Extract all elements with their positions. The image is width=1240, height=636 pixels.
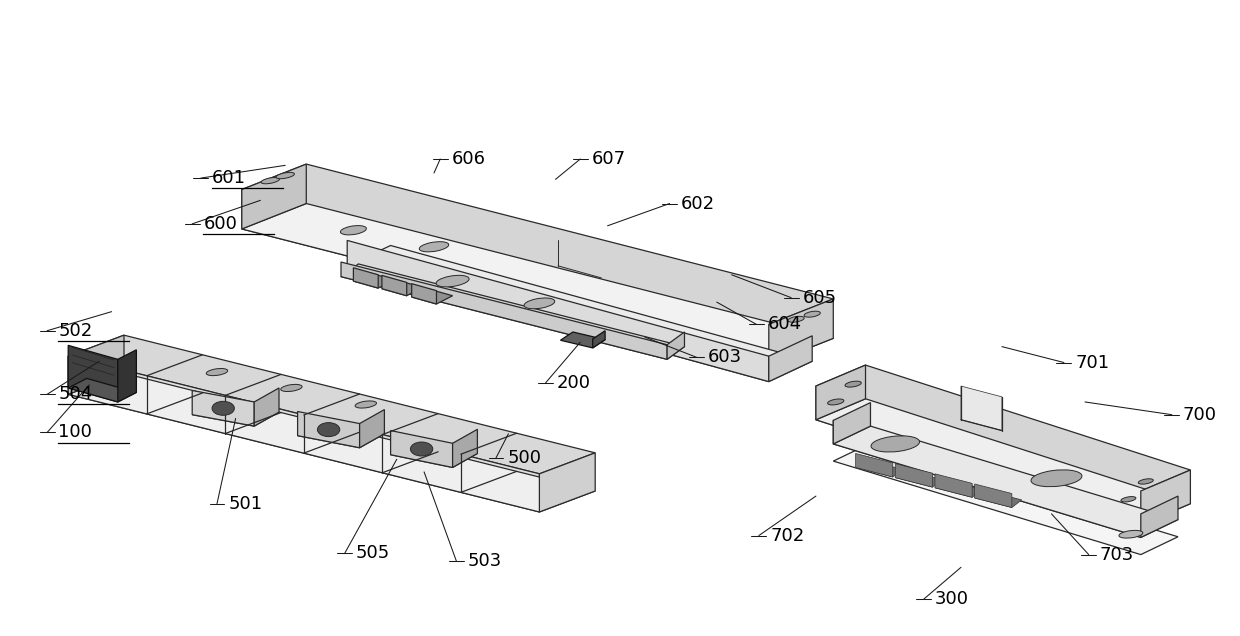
Polygon shape: [68, 356, 539, 512]
Text: 501: 501: [228, 495, 263, 513]
Polygon shape: [391, 431, 453, 467]
Polygon shape: [975, 490, 1022, 508]
Ellipse shape: [804, 311, 821, 317]
Polygon shape: [192, 391, 254, 426]
Polygon shape: [833, 426, 1178, 537]
Polygon shape: [68, 335, 124, 394]
Polygon shape: [391, 441, 477, 467]
Polygon shape: [833, 443, 1178, 555]
Text: 503: 503: [467, 552, 502, 570]
Polygon shape: [68, 345, 118, 402]
Polygon shape: [667, 332, 684, 359]
Polygon shape: [382, 280, 423, 296]
Polygon shape: [68, 335, 595, 474]
Ellipse shape: [419, 242, 449, 252]
Ellipse shape: [355, 401, 377, 408]
Polygon shape: [769, 299, 833, 364]
Text: 700: 700: [1183, 406, 1216, 424]
Ellipse shape: [277, 172, 294, 179]
Polygon shape: [353, 273, 394, 288]
Polygon shape: [341, 264, 684, 359]
Polygon shape: [961, 386, 1002, 431]
Polygon shape: [242, 204, 833, 364]
Polygon shape: [935, 474, 972, 497]
Polygon shape: [856, 460, 903, 477]
Ellipse shape: [436, 275, 469, 287]
Text: 603: 603: [708, 349, 743, 366]
Polygon shape: [1141, 470, 1190, 525]
Text: 504: 504: [58, 385, 93, 403]
Polygon shape: [254, 388, 279, 426]
Polygon shape: [360, 410, 384, 448]
Polygon shape: [382, 275, 407, 296]
Polygon shape: [895, 470, 942, 487]
Polygon shape: [935, 480, 982, 497]
Polygon shape: [242, 164, 833, 324]
Polygon shape: [192, 401, 279, 426]
Polygon shape: [353, 268, 378, 288]
Polygon shape: [341, 262, 667, 359]
Polygon shape: [242, 164, 306, 229]
Polygon shape: [833, 403, 870, 444]
Ellipse shape: [1030, 470, 1083, 487]
Polygon shape: [298, 411, 360, 448]
Ellipse shape: [525, 298, 554, 308]
Ellipse shape: [787, 316, 805, 322]
Polygon shape: [412, 289, 453, 304]
Text: 502: 502: [58, 322, 93, 340]
Polygon shape: [895, 464, 932, 487]
Text: 607: 607: [591, 150, 626, 168]
Polygon shape: [816, 365, 866, 420]
Polygon shape: [298, 422, 384, 448]
Ellipse shape: [1138, 479, 1153, 484]
Text: 702: 702: [770, 527, 805, 544]
Polygon shape: [975, 484, 1012, 508]
Ellipse shape: [410, 442, 433, 456]
Polygon shape: [856, 453, 893, 477]
Text: 300: 300: [935, 590, 968, 608]
Polygon shape: [593, 331, 605, 348]
Text: 602: 602: [681, 195, 715, 212]
Text: 604: 604: [768, 315, 802, 333]
Polygon shape: [68, 373, 595, 512]
Ellipse shape: [827, 399, 844, 405]
Text: 606: 606: [451, 150, 485, 168]
Polygon shape: [833, 420, 1141, 537]
Ellipse shape: [844, 381, 862, 387]
Polygon shape: [118, 350, 136, 402]
Polygon shape: [816, 386, 1141, 525]
Polygon shape: [560, 332, 605, 348]
Text: 601: 601: [212, 169, 246, 187]
Ellipse shape: [1121, 497, 1136, 502]
Polygon shape: [242, 190, 769, 364]
Polygon shape: [816, 365, 1190, 491]
Text: 600: 600: [203, 215, 237, 233]
Text: 505: 505: [356, 544, 391, 562]
Polygon shape: [1141, 496, 1178, 537]
Ellipse shape: [870, 436, 920, 452]
Polygon shape: [816, 399, 1190, 525]
Polygon shape: [539, 453, 595, 512]
Polygon shape: [412, 284, 436, 304]
Ellipse shape: [280, 384, 303, 392]
Polygon shape: [347, 240, 769, 382]
Text: 500: 500: [507, 449, 541, 467]
Ellipse shape: [212, 401, 234, 415]
Polygon shape: [453, 429, 477, 467]
Text: 200: 200: [557, 374, 590, 392]
Text: 605: 605: [802, 289, 837, 307]
Polygon shape: [769, 336, 812, 382]
Polygon shape: [68, 378, 136, 402]
Text: 701: 701: [1075, 354, 1110, 371]
Ellipse shape: [341, 226, 366, 235]
Ellipse shape: [317, 422, 340, 437]
Ellipse shape: [1118, 530, 1143, 538]
Text: 703: 703: [1100, 546, 1135, 563]
Ellipse shape: [262, 177, 279, 184]
Polygon shape: [347, 245, 812, 382]
Ellipse shape: [206, 368, 228, 376]
Text: 100: 100: [58, 424, 92, 441]
